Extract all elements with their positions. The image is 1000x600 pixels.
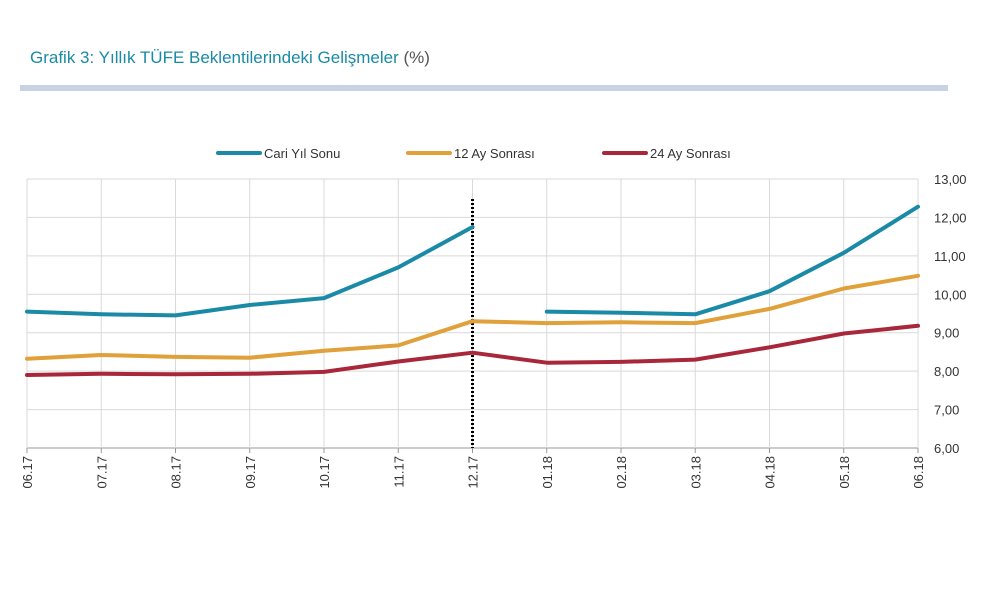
x-tick-label: 09.17 xyxy=(243,456,258,489)
chart-title-unit: (%) xyxy=(403,48,430,67)
legend-label-2: 12 Ay Sonrası xyxy=(454,146,535,161)
x-tick-label: 08.17 xyxy=(169,456,184,489)
y-tick-label: 10,00 xyxy=(934,287,967,302)
y-tick-label: 12,00 xyxy=(934,210,967,225)
y-tick-label: 13,00 xyxy=(934,172,967,187)
x-tick-label: 03.18 xyxy=(688,456,703,489)
series-layer xyxy=(25,204,920,377)
legend-label-1: Cari Yıl Sonu xyxy=(264,146,340,161)
legend-label-3: 24 Ay Sonrası xyxy=(650,146,731,161)
series-1-line xyxy=(544,204,920,317)
x-tick-label: 05.18 xyxy=(837,456,852,489)
y-tick-label: 6,00 xyxy=(934,441,959,456)
x-tick-label: 01.18 xyxy=(540,456,555,489)
chart-title-text: Grafik 3: Yıllık TÜFE Beklentilerindeki … xyxy=(30,48,399,67)
y-tick-label: 8,00 xyxy=(934,364,959,379)
x-tick-label: 04.18 xyxy=(763,456,778,489)
title-underline-bar xyxy=(20,85,948,91)
y-tick-label: 7,00 xyxy=(934,403,959,418)
x-tick-label: 06.17 xyxy=(20,456,35,489)
x-tick-label: 11.17 xyxy=(391,456,406,488)
x-tick-label: 10.17 xyxy=(317,456,332,489)
x-tick-label: 06.18 xyxy=(911,456,926,489)
y-tick-label: 11,00 xyxy=(934,249,966,264)
grid-layer xyxy=(26,178,919,449)
y-tick-label: 9,00 xyxy=(934,326,959,341)
x-tick-label: 02.18 xyxy=(614,456,629,489)
axis-layer: 6,00 7,00 8,00 9,00 10,00 11,00 12,00 13,00 06.1… xyxy=(20,172,967,489)
x-tick-label: 07.17 xyxy=(94,456,109,489)
legend-layer: Cari Yıl Sonu 12 Ay Sonrası 24 Ay Sonrası xyxy=(216,146,731,161)
x-tick-label: 12.17 xyxy=(466,456,481,489)
chart-title: Grafik 3: Yıllık TÜFE Beklentilerindeki … xyxy=(30,48,430,68)
